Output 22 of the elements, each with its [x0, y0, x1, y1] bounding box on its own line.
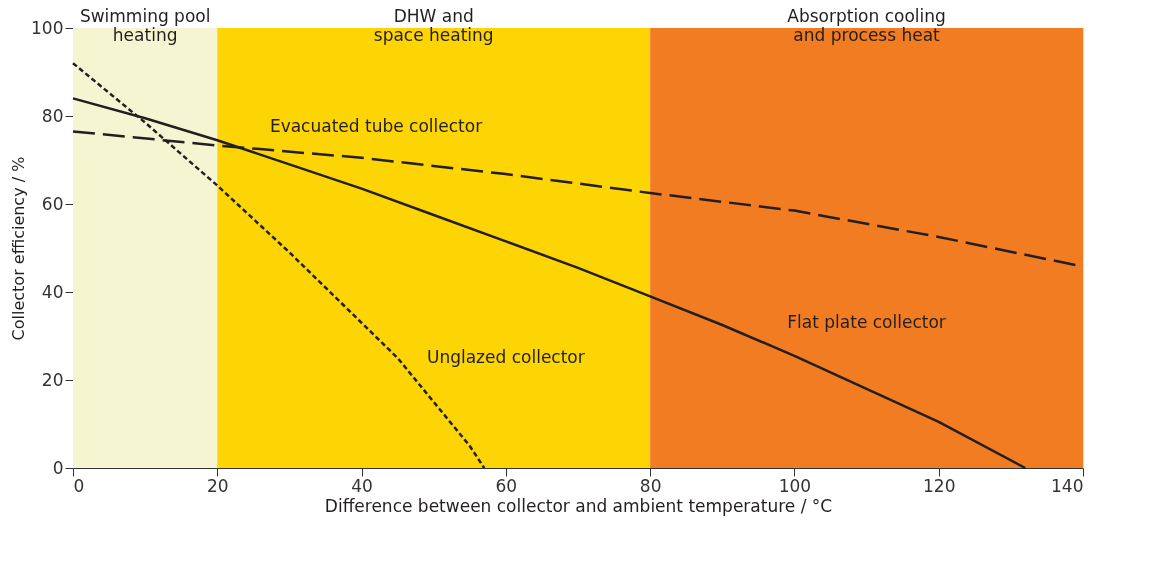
- series-label: Flat plate collector: [787, 311, 946, 332]
- x-axis-title: Difference between collector and ambient temperature / °C: [324, 495, 833, 516]
- x-tick-label: 140: [1051, 475, 1084, 496]
- y-tick-label: 40: [41, 281, 64, 302]
- y-tick-label: 60: [41, 193, 64, 214]
- x-tick-label: 40: [351, 475, 373, 496]
- band-label: DHW and space heating: [373, 6, 494, 45]
- x-tick-label: 120: [922, 475, 956, 496]
- band-label: Swimming pool heating: [79, 6, 211, 45]
- x-tick-label: 80: [639, 475, 662, 496]
- y-tick-label: 20: [41, 369, 64, 390]
- x-tick-label: 60: [495, 475, 518, 496]
- y-tick-label: 0: [52, 457, 64, 478]
- band-label: Absorption cooling and process heat: [787, 6, 946, 45]
- x-tick-label: 0: [73, 475, 85, 496]
- series-label: Evacuated tube collector: [269, 116, 483, 136]
- y-tick-label: 100: [31, 17, 64, 38]
- series-label: Unglazed collector: [426, 347, 585, 367]
- x-tick-label: 20: [206, 475, 229, 496]
- y-axis-title: Collector efficiency / %: [9, 156, 29, 341]
- x-tick-label: 100: [778, 475, 812, 496]
- y-tick-label: 80: [41, 105, 64, 126]
